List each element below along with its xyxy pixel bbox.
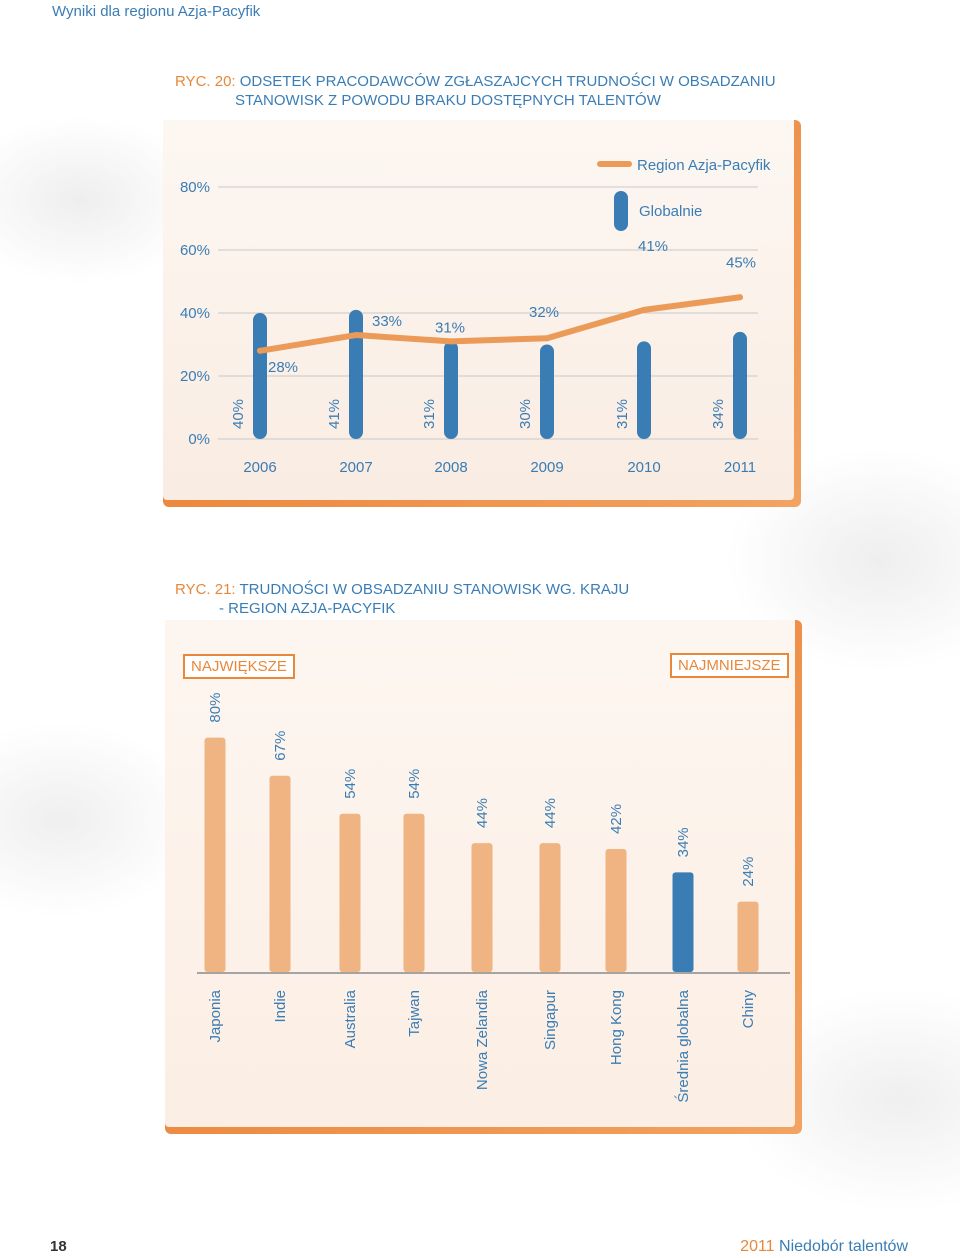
largest-label: NAJWIĘKSZE xyxy=(183,654,295,679)
bar-value-label: 31% xyxy=(614,399,631,429)
x-category-label: 2006 xyxy=(243,459,276,476)
fig20-title-line2: STANOWISK Z POWODU BRAKU DOSTĘPNYCH TALE… xyxy=(235,92,661,109)
legend-swatch-globalnie xyxy=(614,191,628,231)
country-bar xyxy=(605,848,627,972)
bar-value-label: 41% xyxy=(326,399,343,429)
bar-value-label: 44% xyxy=(542,798,559,828)
country-bar xyxy=(539,843,561,972)
x-category-label: 2008 xyxy=(434,459,467,476)
fig21-number: RYC. 21: xyxy=(175,581,236,598)
line-point-azja-pacyfik xyxy=(737,294,743,301)
fig20-panel-inner xyxy=(163,120,794,500)
x-category-label: Nowa Zelandia xyxy=(474,989,491,1090)
line-value-label: 33% xyxy=(372,313,402,330)
line-azja-pacyfik xyxy=(257,294,743,354)
bar-value-label: 24% xyxy=(740,857,757,887)
line-value-label: 41% xyxy=(638,238,668,255)
bar-globalnie xyxy=(253,313,267,439)
line-value-label: 28% xyxy=(268,359,298,376)
x-category-label: 2009 xyxy=(530,459,563,476)
bar-value-label: 42% xyxy=(608,804,625,834)
x-category-label: Średnia globalna xyxy=(674,989,692,1102)
bar-value-label: 40% xyxy=(230,399,247,429)
bar-globalnie xyxy=(637,341,651,439)
x-category-label: Singapur xyxy=(542,990,559,1050)
x-category-label: Australia xyxy=(342,989,359,1048)
bar-value-label: 54% xyxy=(342,769,359,799)
country-bar xyxy=(204,737,226,972)
country-bar xyxy=(403,813,425,972)
y-tick-label: 60% xyxy=(180,242,210,259)
x-category-label: Japonia xyxy=(207,989,224,1042)
line-point-azja-pacyfik xyxy=(641,306,647,313)
bar-value-label: 34% xyxy=(675,827,692,857)
x-category-label: 2011 xyxy=(724,459,756,476)
bar-globalnie xyxy=(733,331,747,439)
line-value-label: 45% xyxy=(726,254,756,271)
bar-value-label: 34% xyxy=(710,399,727,429)
line-point-azja-pacyfik xyxy=(544,335,550,342)
x-category-label: Indie xyxy=(272,990,289,1023)
fig20-caption: RYC. 20: ODSETEK PRACODAWCÓW ZGŁASZAJCYC… xyxy=(175,72,776,110)
country-bar xyxy=(737,901,759,972)
bar-value-label: 30% xyxy=(517,399,534,429)
bar-value-label: 44% xyxy=(474,798,491,828)
fig20-number: RYC. 20: xyxy=(175,73,236,90)
fig21-panel: 80% Japonia 67% Indie 54% Australia 54% Tajwan 4… xyxy=(165,620,802,1134)
legend-label-globalnie: Globalnie xyxy=(639,203,702,220)
country-bar xyxy=(471,843,493,972)
x-category-label: Chiny xyxy=(740,990,757,1029)
line-point-azja-pacyfik xyxy=(257,347,263,354)
fig21-caption: RYC. 21: TRUDNOŚCI W OBSADZANIU STANOWIS… xyxy=(175,580,629,618)
page-number: 18 xyxy=(50,1238,67,1255)
footer-report-name: Niedobór talentów xyxy=(779,1238,908,1255)
x-category-label: Tajwan xyxy=(406,990,423,1037)
fig20-chart: 0% 20% 40% 60% 80% 40% 41% 31% 30% 31% 34% 28% 33% 31… xyxy=(180,157,771,476)
footer-year: 2011 xyxy=(740,1238,775,1255)
fig21-title-line1: TRUDNOŚCI W OBSADZANIU STANOWISK WG. KRA… xyxy=(239,581,630,598)
footer-title: 2011 Niedobór talentów xyxy=(740,1238,908,1256)
page-header-title: Wyniki dla regionu Azja-Pacyfik xyxy=(52,3,261,20)
fig20-panel: 0% 20% 40% 60% 80% 40% 41% 31% 30% 31% 34% 28% 33% 31… xyxy=(163,120,801,507)
bar-value-label: 31% xyxy=(421,399,438,429)
x-category-label: 2010 xyxy=(627,459,660,476)
bar-value-label: 54% xyxy=(406,769,423,799)
line-value-label: 31% xyxy=(435,319,465,336)
country-bar xyxy=(339,813,361,972)
bar-globalnie xyxy=(444,341,458,439)
bar-globalnie xyxy=(349,309,363,439)
line-point-azja-pacyfik xyxy=(353,332,359,339)
line-value-label: 32% xyxy=(529,304,559,321)
fig21-chart: 80% Japonia 67% Indie 54% Australia 54% Tajwan 4… xyxy=(197,693,790,1103)
y-tick-label: 20% xyxy=(180,368,210,385)
y-tick-label: 40% xyxy=(180,305,210,322)
line-point-azja-pacyfik xyxy=(448,338,454,345)
bar-value-label: 67% xyxy=(272,731,289,761)
bar-globalnie xyxy=(540,344,554,439)
x-category-label: 2007 xyxy=(339,459,372,476)
y-tick-label: 80% xyxy=(180,179,210,196)
country-bar xyxy=(269,775,291,972)
country-bar xyxy=(672,872,694,972)
y-tick-label: 0% xyxy=(188,431,210,448)
x-category-label: Hong Kong xyxy=(608,990,625,1065)
fig20-title-line1: ODSETEK PRACODAWCÓW ZGŁASZAJCYCH TRUDNOŚ… xyxy=(239,73,776,90)
bar-value-label: 80% xyxy=(207,693,224,723)
legend-label-azja-pacyfik: Region Azja-Pacyfik xyxy=(637,157,771,174)
fig21-title-line2: - REGION AZJA-PACYFIK xyxy=(219,600,396,617)
smallest-label: NAJMNIEJSZE xyxy=(670,653,789,678)
